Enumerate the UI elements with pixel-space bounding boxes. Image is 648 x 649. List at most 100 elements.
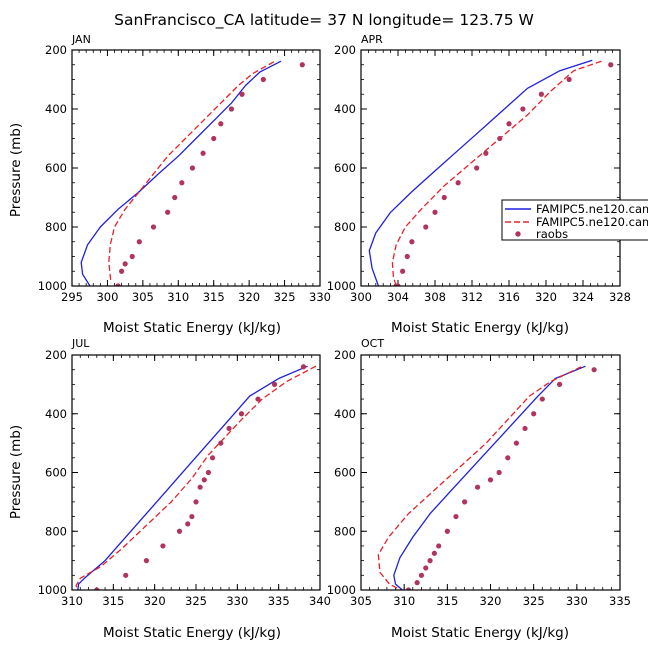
- model-line-solid: [77, 365, 308, 590]
- y-tick-label: 1000: [38, 583, 67, 597]
- raobs-point: [474, 165, 480, 171]
- x-tick-label: 325: [185, 594, 207, 608]
- raobs-point: [160, 543, 166, 549]
- raobs-point: [556, 381, 563, 387]
- raobs-point: [405, 587, 412, 590]
- panel-apr: APR Moist Static Energy (kJ/kg): [361, 33, 569, 336]
- raobs-point: [205, 469, 211, 476]
- raobs-point: [260, 76, 266, 83]
- legend-label: raobs: [536, 227, 568, 241]
- x-tick-label: 304: [387, 290, 409, 304]
- raobs-point: [522, 425, 528, 432]
- raobs-point: [129, 253, 135, 260]
- model-line-solid: [393, 365, 586, 590]
- raobs-point: [436, 543, 442, 549]
- raobs-point: [483, 150, 489, 156]
- raobs-point: [462, 499, 468, 505]
- raobs-point: [404, 253, 410, 260]
- x-tick-label: 295: [61, 290, 83, 304]
- raobs-point: [400, 268, 406, 274]
- raobs-point: [94, 587, 100, 590]
- legend-label: FAMIPC5.ne120.cam.h0: [536, 215, 648, 229]
- panel-jan: JAN Pressure (mb) Moist Static Energy (k…: [8, 33, 281, 336]
- x-axis-label: Moist Static Energy (kJ/kg): [103, 320, 281, 336]
- x-tick-label: 330: [226, 594, 248, 608]
- raobs-point: [197, 484, 203, 490]
- raobs-point: [497, 135, 503, 142]
- raobs-point: [209, 455, 216, 461]
- legend: FAMIPC5.ne120.cam.h0 FAMIPC5.ne120.cam.h…: [501, 199, 648, 241]
- legend-label: FAMIPC5.ne120.cam.h0: [536, 202, 648, 216]
- y-tick-label: 400: [45, 407, 67, 421]
- panel-title: JAN: [71, 33, 91, 46]
- x-axis-label: Moist Static Energy (kJ/kg): [391, 625, 569, 641]
- x-tick-label: 300: [96, 290, 118, 304]
- chart-plot-jan: 295 300 305 310 315 320 325 330 200 400 600 800 1000: [38, 43, 331, 304]
- y-tick-label: 200: [334, 348, 356, 362]
- x-tick-label: 324: [572, 290, 594, 304]
- x-tick-label: 325: [523, 594, 545, 608]
- raobs-point: [122, 261, 128, 267]
- x-tick-label: 315: [203, 290, 225, 304]
- x-tick-label: 320: [238, 290, 260, 304]
- panel-jul: JUL Pressure (mb) Moist Static Energy (k…: [8, 337, 281, 641]
- y-axis-label: Pressure (mb): [8, 123, 24, 217]
- x-tick-label: 320: [535, 290, 557, 304]
- y-tick-label: 800: [45, 220, 67, 234]
- raobs-point: [444, 528, 450, 534]
- raobs-point: [239, 91, 245, 97]
- y-tick-label: 600: [334, 161, 356, 175]
- raobs-point: [255, 396, 261, 402]
- raobs-point: [506, 121, 512, 127]
- x-tick-label: 308: [424, 290, 446, 304]
- raobs-point: [453, 513, 459, 520]
- x-tick-label: 335: [268, 594, 290, 608]
- raobs-point: [218, 121, 224, 127]
- plot-frame: [71, 354, 321, 591]
- x-tick-label: 335: [609, 594, 631, 608]
- y-tick-label: 600: [334, 466, 356, 480]
- x-tick-label: 330: [566, 594, 588, 608]
- raobs-point: [591, 367, 597, 373]
- raobs-point: [423, 565, 429, 571]
- raobs-point: [228, 106, 235, 112]
- plot-frame: [360, 354, 621, 591]
- panel-title: APR: [361, 33, 383, 46]
- y-tick-label: 200: [45, 348, 67, 362]
- y-tick-label: 400: [334, 102, 356, 116]
- raobs-point: [179, 180, 185, 186]
- raobs-point: [427, 558, 433, 564]
- y-tick-label: 800: [334, 524, 356, 538]
- x-tick-label: 328: [609, 290, 631, 304]
- x-tick-label: 312: [461, 290, 483, 304]
- y-tick-label: 600: [45, 161, 67, 175]
- raobs-point: [531, 411, 537, 417]
- raobs-point: [395, 283, 401, 286]
- x-tick-label: 340: [309, 594, 331, 608]
- raobs-point: [185, 521, 191, 527]
- raobs-point: [238, 411, 245, 417]
- raobs-point: [201, 477, 207, 483]
- figure-title: SanFrancisco_CA latitude= 37 N longitude…: [114, 11, 534, 30]
- x-tick-label: 310: [393, 594, 415, 608]
- raobs-point: [193, 499, 199, 505]
- y-tick-label: 800: [45, 524, 67, 538]
- y-tick-label: 1000: [38, 279, 67, 293]
- raobs-point: [189, 165, 196, 171]
- raobs-point: [520, 106, 526, 112]
- model-line-dashed: [108, 61, 275, 284]
- x-tick-label: 320: [144, 594, 166, 608]
- y-tick-label: 400: [334, 407, 356, 421]
- chart-plot-oct: 305 310 315 320 325 330 335 200 400 600 800 1000: [327, 348, 631, 608]
- raobs-point: [474, 484, 481, 490]
- raobs-point: [496, 469, 502, 476]
- raobs-point: [176, 528, 183, 534]
- y-axis-label: Pressure (mb): [8, 425, 24, 519]
- x-axis-label: Moist Static Energy (kJ/kg): [391, 320, 569, 336]
- raobs-point: [123, 572, 129, 578]
- chart-plot-jul: 310 315 320 325 330 335 340 200 400 600 800 1000: [38, 348, 331, 608]
- model-line-solid: [368, 59, 593, 286]
- x-tick-label: 305: [350, 594, 372, 608]
- model-line-dashed: [391, 60, 602, 286]
- raobs-point: [226, 425, 232, 432]
